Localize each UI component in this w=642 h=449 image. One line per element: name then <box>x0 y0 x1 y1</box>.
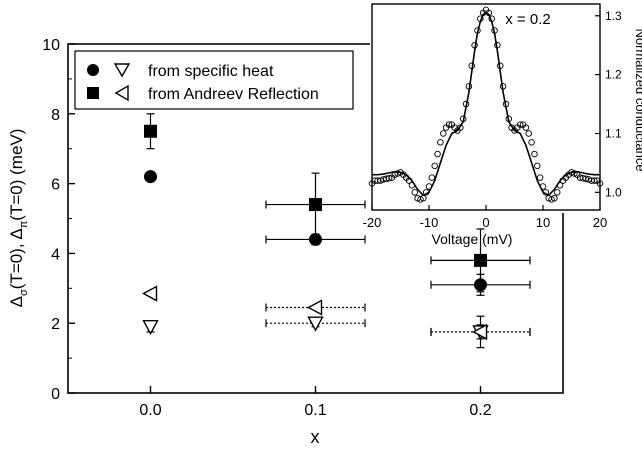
y-label-end: (T=0) (meV) <box>7 129 26 221</box>
inset-data-point <box>554 189 561 196</box>
y-tick-label: 0 <box>51 386 60 403</box>
inset-x-tick-label: -10 <box>420 215 439 230</box>
data-point-triangle-down <box>307 316 324 332</box>
inset-data-point <box>522 124 530 131</box>
inset-data-point <box>411 189 419 196</box>
y-label-mid: (T=0), <box>7 240 26 290</box>
inset-x-tick-label: -20 <box>363 215 382 230</box>
data-point-square <box>474 253 487 267</box>
x-tick-label: 0.0 <box>139 402 161 419</box>
inset-y-tick-label: 1.0 <box>605 185 622 199</box>
main-markers <box>142 124 489 341</box>
data-point-circle <box>309 232 322 246</box>
inset-data-point <box>434 150 441 158</box>
x-tick-label: 0.1 <box>304 402 326 419</box>
legend-entry-specific-heat: from specific heat <box>148 63 274 80</box>
inset-data-point <box>525 130 533 137</box>
data-point-triangle-left <box>472 323 488 341</box>
inset-data-point <box>437 139 444 146</box>
inset-curves <box>368 6 604 203</box>
inset-data-point <box>528 139 535 146</box>
inset-annotation: x = 0.2 <box>505 11 550 28</box>
y-label-sub-sigma: σ <box>18 289 30 296</box>
x-tick-label: 0.2 <box>469 402 491 419</box>
inset-y-tick-label: 1.3 <box>605 9 622 23</box>
data-point-circle <box>144 170 157 184</box>
y-label-delta-pi: Δ <box>7 228 26 239</box>
main-x-axis-label: x <box>311 427 320 447</box>
inset-data-point <box>385 174 393 182</box>
data-point-square <box>309 198 322 212</box>
inset-data-point <box>377 177 384 184</box>
inset-data-point <box>445 121 453 128</box>
data-point-circle <box>474 278 487 292</box>
inset-x-tick-label: 10 <box>536 215 550 230</box>
legend: from specific heat from Andreev Reflecti… <box>74 50 354 110</box>
main-chart: 0.0 0.1 0.2 0 2 4 6 8 10 x Δσ(T=0), Δπ(T=0) (meV… <box>7 37 564 447</box>
inset-y-tick-label: 1.1 <box>605 126 622 140</box>
legend-box <box>74 50 354 110</box>
y-tick-label: 6 <box>51 177 60 194</box>
main-axis-ticks: 0.0 0.1 0.2 0 2 4 6 8 10 <box>42 37 492 419</box>
y-tick-label: 4 <box>51 246 60 263</box>
inset-y-axis-label: Normalized conductance <box>633 28 642 171</box>
inset-data-point <box>516 121 524 128</box>
inset-data-point <box>417 196 424 203</box>
inset-x-axis-label: Voltage (mV) <box>432 231 513 247</box>
y-tick-label: 2 <box>51 316 60 333</box>
data-point-triangle-left <box>142 285 158 302</box>
inset-data-point <box>440 130 447 137</box>
inset-chart: -20 -10 0 10 20 1.0 1.1 1.2 1.3 x = 0.2 Voltage … <box>363 2 642 247</box>
data-point-triangle-down <box>142 319 159 336</box>
data-point-triangle-left <box>307 299 323 316</box>
inset-data-point <box>582 175 590 183</box>
y-tick-label: 8 <box>51 107 60 124</box>
inset-data-point <box>548 196 555 203</box>
legend-marker-filled-square <box>87 87 99 99</box>
inset-fit-curve <box>372 11 600 197</box>
data-point-square <box>144 124 157 138</box>
inset-y-tick-label: 1.2 <box>605 68 622 82</box>
inset-background <box>370 2 602 213</box>
legend-marker-filled-circle <box>87 64 99 76</box>
legend-marker-open-triangle-left <box>114 84 129 102</box>
inset-axis-ticks: -20 -10 0 10 20 1.0 1.1 1.2 1.3 <box>363 9 622 230</box>
y-label-sub-pi: π <box>18 220 30 228</box>
inset-data-point <box>551 194 558 202</box>
inset-data-point <box>428 174 436 181</box>
inset-data-point <box>536 174 544 181</box>
legend-entry-andreev-reflection: from Andreev Reflection <box>148 86 319 103</box>
legend-marker-open-triangle-down <box>113 63 131 78</box>
inset-data-point <box>431 162 438 170</box>
inset-data-point <box>531 150 538 158</box>
inset-x-tick-label: 0 <box>482 215 489 230</box>
y-tick-label: 10 <box>42 37 60 54</box>
inset-x-tick-label: 20 <box>593 215 607 230</box>
y-label-delta-sigma: Δ <box>7 296 26 307</box>
main-y-axis-label: Δσ(T=0), Δπ(T=0) (meV) <box>7 129 30 308</box>
inset-data-point <box>534 162 541 170</box>
inset-data-point <box>571 170 578 177</box>
inset-data-point <box>591 177 598 184</box>
